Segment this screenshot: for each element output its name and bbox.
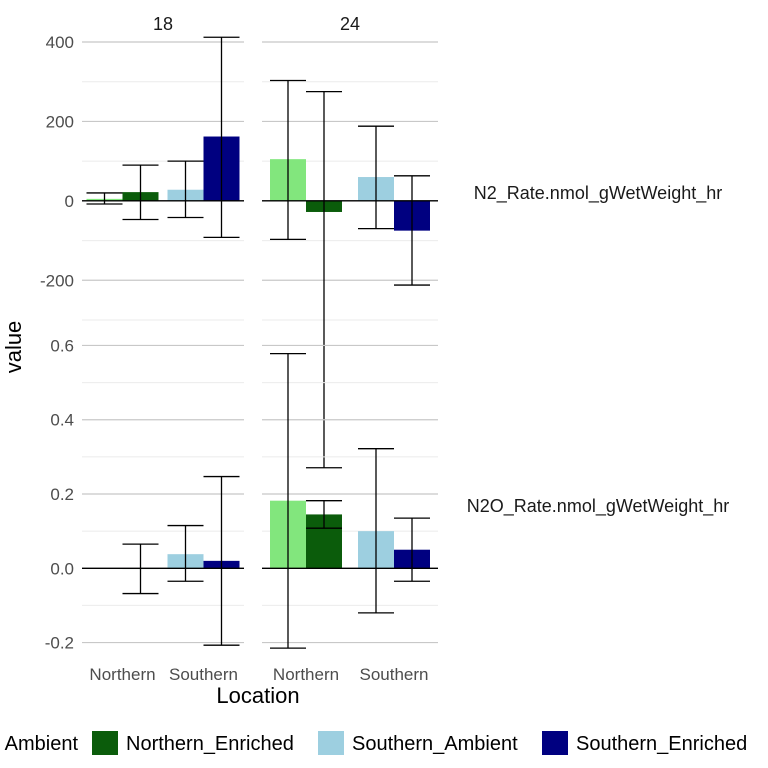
y-tick-label: -0.2 — [45, 634, 74, 653]
x-tick-label: Northern — [273, 665, 339, 684]
legend-label: Southern_Ambient — [352, 733, 518, 755]
legend-key — [92, 731, 118, 755]
y-tick-label: 0.6 — [50, 336, 74, 355]
legend-key — [318, 731, 344, 755]
facet-panel — [82, 344, 244, 646]
facet-panel — [262, 41, 438, 469]
facet-row-label: N2O_Rate.nmol_gWetWeight_hr — [467, 496, 729, 517]
legend: Ambient Northern_Enriched Southern_Ambient… — [5, 731, 747, 755]
x-axis-title: Location — [216, 683, 299, 708]
legend-label: Southern_Enriched — [576, 733, 747, 755]
legend-key — [542, 731, 568, 755]
facet-panel — [82, 36, 244, 321]
x-tick-label: Southern — [360, 665, 429, 684]
y-tick-label: 0.2 — [50, 485, 74, 504]
x-tick-label: Southern — [169, 665, 238, 684]
panels-layer — [82, 36, 438, 649]
x-tick-label: Northern — [89, 665, 155, 684]
legend-label: Ambient — [5, 733, 79, 755]
legend-label: Northern_Enriched — [126, 733, 294, 755]
y-tick-label: 0.4 — [50, 411, 74, 430]
y-axis-title: value — [1, 321, 26, 374]
axes-layer: 18 24 N2_Rate.nmol_gWetWeight_hr N2O_Rate.n… — [40, 14, 729, 684]
y-tick-label: -200 — [40, 271, 74, 290]
y-tick-label: 0 — [65, 192, 74, 211]
facet-column-label: 24 — [340, 14, 360, 34]
y-tick-label: 400 — [46, 33, 74, 52]
facet-row-label: N2_Rate.nmol_gWetWeight_hr — [474, 183, 722, 204]
facet-panel — [262, 344, 438, 649]
y-tick-label: 0.0 — [50, 559, 74, 578]
y-tick-label: 200 — [46, 112, 74, 131]
facet-column-label: 18 — [153, 14, 173, 34]
